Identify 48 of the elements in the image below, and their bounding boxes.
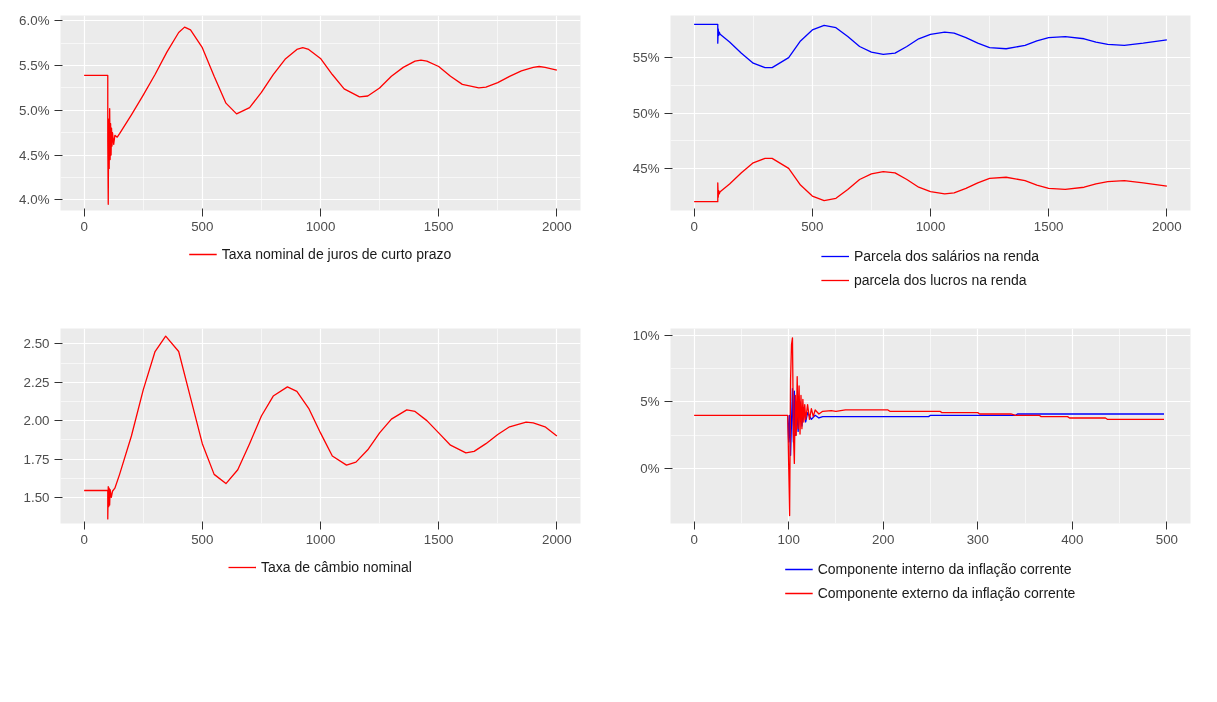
legend-label: parcela dos lucros na renda — [853, 272, 1027, 288]
legend-label: Taxa nominal de juros de curto prazo — [221, 246, 452, 262]
x-tick-label: 2000 — [1152, 218, 1182, 234]
x-tick-label: 0 — [80, 531, 88, 547]
x-tick-label: 400 — [1061, 531, 1084, 547]
legend-label: Parcela dos salários na renda — [853, 248, 1040, 264]
x-tick-label: 2000 — [542, 531, 572, 547]
x-tick-label: 500 — [191, 218, 214, 234]
x-tick-label: 2000 — [542, 218, 572, 234]
x-tick-label: 0 — [690, 531, 698, 547]
y-tick-label: 6.0% — [19, 13, 50, 29]
legend-label: Componente interno da inflação corrente — [817, 561, 1072, 577]
y-tick-label: 4.0% — [19, 192, 50, 208]
line-series — [83, 26, 558, 205]
legend-label: Taxa de câmbio nominal — [261, 559, 412, 575]
x-tick-label: 500 — [1155, 531, 1178, 547]
x-tick-label: 500 — [801, 218, 824, 234]
y-tick-label: 1.50 — [23, 489, 50, 505]
line-series — [83, 335, 558, 520]
line-series — [693, 23, 1168, 69]
y-tick-label: 2.50 — [23, 336, 50, 352]
y-tick-label: 45% — [632, 160, 660, 176]
legend-label: Componente externo da inflação corrente — [817, 585, 1076, 601]
x-tick-label: 500 — [191, 531, 214, 547]
y-tick-label: 5% — [640, 394, 660, 410]
x-tick-label: 1500 — [1033, 218, 1064, 234]
x-tick-label: 1000 — [305, 531, 336, 547]
y-tick-label: 50% — [632, 105, 660, 121]
y-tick-label: 2.25 — [23, 374, 50, 390]
y-tick-label: 2.00 — [23, 413, 50, 429]
y-tick-label: 1.75 — [23, 451, 50, 467]
y-tick-label: 5.5% — [19, 58, 50, 74]
x-tick-label: 0 — [80, 218, 88, 234]
x-tick-label: 300 — [966, 531, 989, 547]
y-tick-label: 10% — [632, 327, 660, 343]
x-tick-label: 100 — [777, 531, 800, 547]
x-tick-label: 200 — [872, 531, 895, 547]
x-tick-label: 1500 — [423, 218, 454, 234]
line-series — [693, 157, 1168, 203]
x-tick-label: 1000 — [305, 218, 336, 234]
x-tick-label: 1000 — [915, 218, 946, 234]
x-tick-label: 0 — [690, 218, 698, 234]
line-series — [693, 337, 1165, 517]
y-tick-label: 0% — [640, 461, 660, 477]
y-tick-label: 5.0% — [19, 102, 50, 118]
y-tick-label: 4.5% — [19, 147, 50, 163]
x-tick-label: 1500 — [423, 531, 454, 547]
y-tick-label: 55% — [632, 50, 660, 66]
